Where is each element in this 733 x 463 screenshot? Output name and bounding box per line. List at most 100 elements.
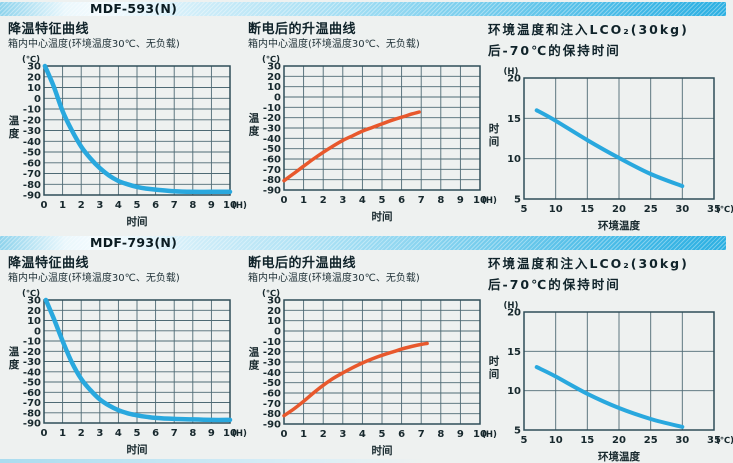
svg-text:-70: -70	[263, 399, 281, 410]
chart-title: 降温特征曲线	[8, 22, 90, 37]
y-unit-label: (℃)	[262, 55, 280, 65]
svg-text:-20: -20	[23, 115, 41, 126]
svg-text:8: 8	[437, 429, 444, 440]
svg-text:-80: -80	[23, 408, 41, 419]
svg-text:8: 8	[437, 195, 444, 206]
warmup-curve-plot: 0 1 2 3 4 5 6 7 8 9 10 30 20 10 0 -10 -20 -30 -40 -50 -60 -70…	[248, 53, 497, 223]
svg-text:-60: -60	[263, 389, 281, 400]
x-unit-label: (H)	[232, 201, 247, 211]
y-axis-label: 时	[489, 122, 500, 135]
svg-text:-90: -90	[23, 191, 41, 202]
svg-text:-70: -70	[23, 398, 41, 409]
chart-canvas: 0 1 2 3 4 5 6 7 8 9 103020100-10-20-30-40-50-60-70…	[9, 289, 247, 456]
data-curve	[534, 108, 685, 189]
y-unit-label: (℃)	[22, 55, 40, 65]
svg-text:30: 30	[27, 296, 41, 307]
svg-text:-30: -30	[263, 358, 281, 369]
svg-text:0: 0	[281, 195, 288, 206]
svg-text:-50: -50	[23, 378, 41, 389]
svg-text:-70: -70	[263, 165, 281, 176]
x-unit-label: (℃)	[716, 436, 733, 446]
chart-subtitle: 箱内中心温度(环境温度30℃、无负载)	[8, 273, 180, 284]
chart-canvas: 0 1 2 3 4 5 6 7 8 9 103020100-10-20-30-40-50-60-70…	[249, 289, 497, 457]
svg-text:-10: -10	[263, 337, 281, 348]
y-unit-label: (H)	[504, 301, 519, 311]
svg-text:10: 10	[473, 429, 487, 440]
svg-text:10: 10	[267, 82, 281, 93]
svg-text:0: 0	[41, 428, 48, 439]
svg-text:9: 9	[457, 429, 464, 440]
cooling-curve-plot: 0 1 2 3 4 5 6 7 8 9 10 30 20 10 0 -10 -20 -30 -40 -50 -60 -70…	[8, 53, 248, 228]
svg-text:20: 20	[267, 306, 281, 317]
chart-title: 断电后的升温曲线	[248, 256, 357, 271]
data-curve	[282, 341, 429, 418]
tick-labels: 5 10 15 20 25 30 35 20 15 10 5	[507, 74, 721, 216]
chart-title-line1: 环境温度和注入LCO₂(30kg)	[488, 22, 689, 37]
svg-text:10: 10	[223, 200, 237, 211]
chart-canvas: 0 1 2 3 4 5 6 7 8 9 103020100-10-20-30-40-50-60-70…	[9, 55, 247, 228]
svg-text:0: 0	[274, 93, 281, 104]
svg-text:10: 10	[27, 316, 41, 327]
svg-text:3: 3	[339, 429, 346, 440]
svg-text:7: 7	[418, 429, 425, 440]
svg-text:-60: -60	[23, 388, 41, 399]
svg-text:2: 2	[78, 428, 85, 439]
holding-time-plot: 5 10 15 20 25 30 35 20 15 10 5 (H) (℃) 环境温度 时间	[488, 299, 733, 463]
svg-text:30: 30	[27, 62, 41, 73]
y-unit-label: (℃)	[22, 289, 40, 299]
svg-text:7: 7	[171, 200, 178, 211]
svg-text:-30: -30	[263, 124, 281, 135]
warmup-curve-plot: 0 1 2 3 4 5 6 7 8 9 10 30 20 10 0 -10 -20 -30 -40 -50 -60 -70…	[248, 287, 497, 457]
y-axis-label: 间	[489, 368, 500, 381]
svg-text:9: 9	[208, 200, 215, 211]
svg-text:10: 10	[223, 428, 237, 439]
svg-text:15: 15	[507, 114, 521, 125]
y-axis-label: 温	[9, 114, 20, 127]
svg-text:5: 5	[514, 426, 521, 437]
svg-text:20: 20	[267, 72, 281, 83]
svg-text:5: 5	[134, 200, 141, 211]
svg-text:4: 4	[115, 428, 122, 439]
tick-labels: 0 1 2 3 4 5 6 7 8 9 103020100-10-20-30-40-50-60-70…	[263, 62, 487, 207]
svg-text:9: 9	[208, 428, 215, 439]
svg-text:-40: -40	[263, 134, 281, 145]
model-header-band: MDF-793(N)	[0, 236, 726, 250]
data-curve	[43, 297, 233, 423]
model-name: MDF-793(N)	[90, 235, 178, 250]
y-axis-label: 间	[489, 135, 500, 148]
svg-text:5: 5	[379, 429, 386, 440]
svg-text:5: 5	[379, 195, 386, 206]
tick-labels: 0 1 2 3 4 5 6 7 8 9 103020100-10-20-30-40-50-60-70…	[263, 296, 487, 441]
plot-frame	[523, 311, 715, 431]
svg-text:10: 10	[549, 435, 563, 446]
y-axis-label: 度	[9, 358, 20, 371]
svg-text:3: 3	[339, 195, 346, 206]
tick-labels: 5 10 15 20 25 30 35 20 15 10 5	[507, 308, 721, 447]
x-unit-label: (H)	[482, 196, 497, 206]
svg-text:-60: -60	[263, 155, 281, 166]
svg-text:20: 20	[612, 435, 626, 446]
chart-block-cooling-curve: 降温特征曲线 箱内中心温度(环境温度30℃、无负载) 0 1 2 3 4 5 6 7 8 9 10 3…	[8, 250, 248, 456]
chart-title: 降温特征曲线	[8, 256, 90, 271]
svg-text:25: 25	[644, 435, 658, 446]
svg-text:-70: -70	[23, 169, 41, 180]
svg-text:0: 0	[41, 200, 48, 211]
svg-text:8: 8	[189, 428, 196, 439]
y-axis-label: 度	[9, 127, 20, 140]
y-unit-label: (℃)	[262, 289, 280, 299]
svg-text:10: 10	[473, 195, 487, 206]
x-unit-label: (℃)	[716, 205, 733, 215]
x-axis-label: 时间	[372, 444, 393, 457]
chart-subtitle: 箱内中心温度(环境温度30℃、无负载)	[8, 39, 180, 50]
svg-text:35: 35	[707, 204, 721, 215]
chart-title: 断电后的升温曲线	[248, 22, 357, 37]
plot-frame	[43, 65, 231, 196]
x-unit-label: (H)	[232, 429, 247, 439]
data-curve	[282, 110, 421, 183]
svg-text:-50: -50	[23, 148, 41, 159]
chart-title-line2: 后-70℃的保持时间	[488, 43, 621, 58]
svg-text:6: 6	[152, 428, 159, 439]
x-axis-label: 时间	[127, 443, 148, 456]
y-axis-label: 温	[9, 345, 20, 358]
